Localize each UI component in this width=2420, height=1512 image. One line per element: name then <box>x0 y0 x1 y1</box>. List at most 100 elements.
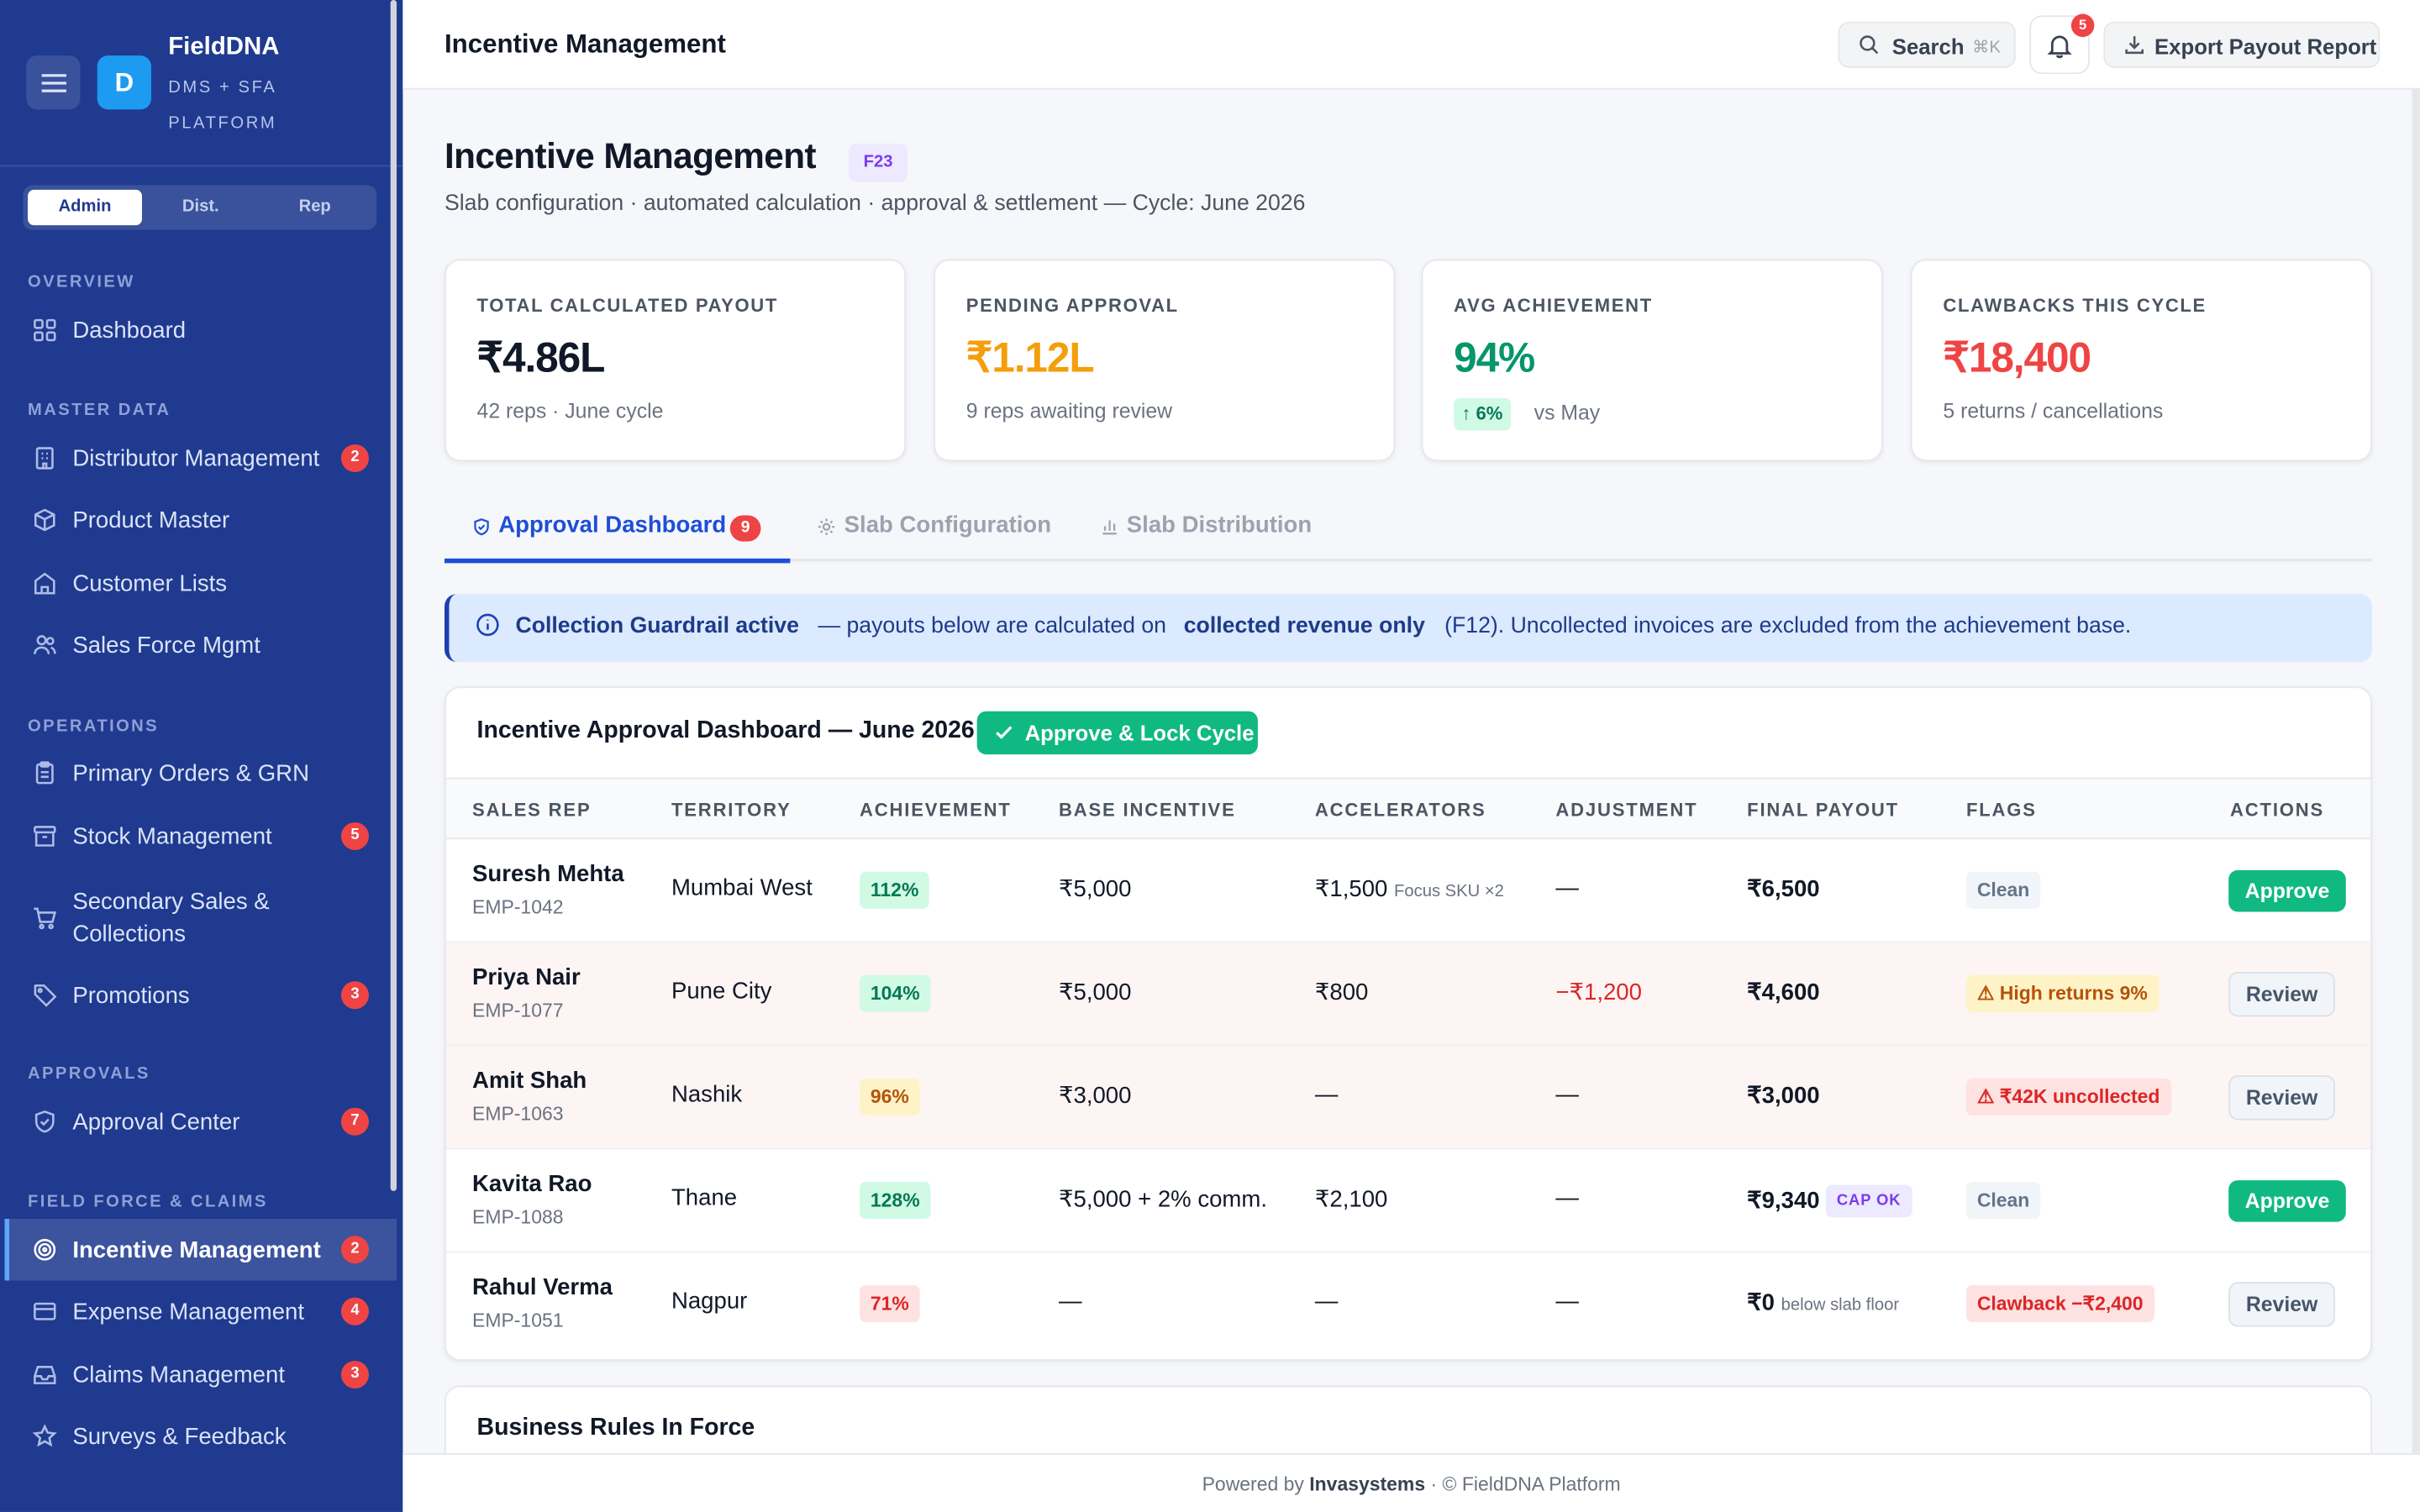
accelerators: ₹1,500 Focus SKU ×2 <box>1315 874 1504 902</box>
approve-lock-cycle-button[interactable]: Approve & Lock Cycle <box>976 711 1258 755</box>
kpi-delta: ↑ 6% <box>1454 397 1511 431</box>
count-badge: 3 <box>340 981 369 1010</box>
gear-icon <box>818 518 835 535</box>
col-sales-rep[interactable]: SALES REP <box>472 799 592 822</box>
sidebar-item-stock-management[interactable]: Stock Management 5 <box>5 821 397 853</box>
sidebar-item-customer-lists[interactable]: Customer Lists <box>5 568 397 601</box>
count-badge: 7 <box>340 1107 369 1136</box>
review-button[interactable]: Review <box>2228 972 2335 1017</box>
section-master-data: MASTER DATA <box>28 401 171 420</box>
brand-subtitle: DMS + SFA PLATFORM <box>168 78 277 133</box>
final-payout-value: ₹0 <box>1747 1289 1776 1316</box>
sidebar-item-label: Incentive Management <box>72 1237 321 1264</box>
col-actions[interactable]: ACTIONS <box>2230 799 2325 822</box>
accelerator-note: Focus SKU ×2 <box>1394 882 1504 901</box>
sidebar-item-sales-force[interactable]: Sales Force Mgmt <box>5 629 397 662</box>
adjustment: — <box>1555 874 1579 901</box>
col-accelerators[interactable]: ACCELERATORS <box>1314 799 1486 822</box>
col-achievement[interactable]: ACHIEVEMENT <box>860 799 1012 822</box>
kpi-note: 42 reps · June cycle <box>476 399 664 423</box>
card-title: Incentive Approval Dashboard — June 2026 <box>476 717 975 744</box>
role-rep[interactable]: Rep <box>298 197 331 217</box>
col-final-payout[interactable]: FINAL PAYOUT <box>1747 799 1900 822</box>
review-button[interactable]: Review <box>2228 1075 2335 1121</box>
flag-badge: ⚠ High returns 9% <box>1965 974 2159 1012</box>
col-flags[interactable]: FLAGS <box>1965 799 2037 822</box>
sidebar-item-dashboard[interactable]: Dashboard <box>5 315 397 348</box>
sidebar-item-label: Promotions <box>72 982 190 1010</box>
count-badge: 5 <box>340 822 369 851</box>
sidebar-item-expense-management[interactable]: Expense Management 4 <box>5 1296 397 1329</box>
tab-label: Slab Configuration <box>844 512 1052 539</box>
sidebar-item-surveys[interactable]: Surveys & Feedback <box>5 1421 397 1454</box>
kpi-value: ₹4.86L <box>476 334 606 381</box>
role-admin[interactable]: Admin <box>28 189 142 226</box>
sidebar-item-approval-center[interactable]: Approval Center 7 <box>5 1106 397 1139</box>
main-scrollbar[interactable] <box>2412 89 2420 1454</box>
table-row[interactable]: Kavita Rao EMP-1088 Thane 128% ₹5,000 + … <box>445 1149 2371 1253</box>
approve-button[interactable]: Approve <box>2228 869 2346 912</box>
brand-logo: D <box>97 55 151 110</box>
sidebar: D FieldDNA DMS + SFA PLATFORM Admin Dist… <box>0 0 403 1512</box>
card-icon <box>34 1302 56 1320</box>
section-field-force: FIELD FORCE & CLAIMS <box>28 1192 268 1211</box>
incentive-approval-card: Incentive Approval Dashboard — June 2026… <box>444 686 2373 1361</box>
archive-icon <box>34 826 56 847</box>
info-icon <box>476 613 499 637</box>
notifications-button[interactable]: 5 <box>2029 13 2095 75</box>
section-approvals: APPROVALS <box>28 1064 150 1084</box>
sidebar-item-incentive-management[interactable]: Incentive Management 2 <box>4 1218 397 1281</box>
building-icon <box>35 447 54 470</box>
table-header: SALES REP TERRITORY ACHIEVEMENT BASE INC… <box>445 777 2371 840</box>
table-row[interactable]: Amit Shah EMP-1063 Nashik 96% ₹3,000 — —… <box>445 1046 2371 1150</box>
achievement-pill: 96% <box>860 1078 920 1116</box>
sidebar-item-label: Approval Center <box>72 1109 240 1136</box>
final-payout: ₹9,340 CAP OK <box>1747 1184 1912 1218</box>
section-operations: OPERATIONS <box>28 717 160 737</box>
count-badge: 3 <box>340 1360 369 1389</box>
sidebar-item-label: Surveys & Feedback <box>72 1424 287 1451</box>
check-icon <box>996 726 1013 739</box>
collection-guardrail-banner: Collection Guardrail active — payouts be… <box>444 594 2373 662</box>
table-row[interactable]: Priya Nair EMP-1077 Pune City 104% ₹5,00… <box>445 942 2371 1047</box>
sidebar-item-label: Product Master <box>72 507 230 534</box>
kpi-total-payout: TOTAL CALCULATED PAYOUT ₹4.86L 42 reps ·… <box>444 259 907 462</box>
inbox-icon <box>34 1366 56 1384</box>
kpi-avg-achievement: AVG ACHIEVEMENT 94% ↑ 6% vs May <box>1421 259 1883 462</box>
achievement-pill: 104% <box>860 974 931 1012</box>
col-base-incentive[interactable]: BASE INCENTIVE <box>1058 799 1236 822</box>
export-payout-button[interactable]: Export Payout Report <box>2103 21 2381 68</box>
sidebar-item-distributor-management[interactable]: Distributor Management 2 <box>5 443 397 475</box>
page-subtitle: Slab configuration · automated calculati… <box>444 191 1306 217</box>
role-distributor[interactable]: Dist. <box>182 197 219 217</box>
rep-name: Amit Shah <box>472 1067 587 1095</box>
sidebar-item-label: Customer Lists <box>72 570 228 597</box>
grid-icon <box>34 318 56 342</box>
sidebar-item-secondary-sales[interactable]: Secondary Sales & Collections <box>5 885 397 950</box>
rep-name: Kavita Rao <box>472 1171 592 1198</box>
search-button[interactable]: Search ⌘K <box>1838 21 2016 68</box>
tab-label: Slab Distribution <box>1126 512 1313 539</box>
adjustment: — <box>1555 1081 1579 1108</box>
approve-button[interactable]: Approve <box>2228 1180 2346 1222</box>
shield-check-icon <box>474 518 489 536</box>
sidebar-item-label: Dashboard <box>72 318 187 344</box>
sidebar-item-promotions[interactable]: Promotions 3 <box>5 979 397 1012</box>
sidebar-item-product-master[interactable]: Product Master <box>5 505 397 538</box>
review-button[interactable]: Review <box>2228 1282 2335 1327</box>
flag-badge: Clean <box>1965 1181 2041 1219</box>
menu-toggle-button[interactable] <box>26 55 81 110</box>
search-shortcut: ⌘K <box>1972 38 2001 57</box>
sidebar-item-claims-management[interactable]: Claims Management 3 <box>5 1359 397 1392</box>
sidebar-scrollbar[interactable] <box>390 0 397 1191</box>
table-row[interactable]: Suresh Mehta EMP-1042 Mumbai West 112% ₹… <box>445 839 2371 943</box>
adjustment: — <box>1555 1184 1579 1211</box>
sidebar-item-primary-orders[interactable]: Primary Orders & GRN <box>5 758 397 790</box>
table-row[interactable]: Rahul Verma EMP-1051 Nagpur 71% — — — ₹0… <box>446 1252 2370 1356</box>
col-territory[interactable]: TERRITORY <box>671 799 792 822</box>
col-adjustment[interactable]: ADJUSTMENT <box>1555 799 1698 822</box>
kpi-note: vs May <box>1534 401 1601 425</box>
territory: Nashik <box>671 1081 743 1108</box>
kpi-label: PENDING APPROVAL <box>965 294 1179 317</box>
flag-badge: Clean <box>1965 871 2041 909</box>
